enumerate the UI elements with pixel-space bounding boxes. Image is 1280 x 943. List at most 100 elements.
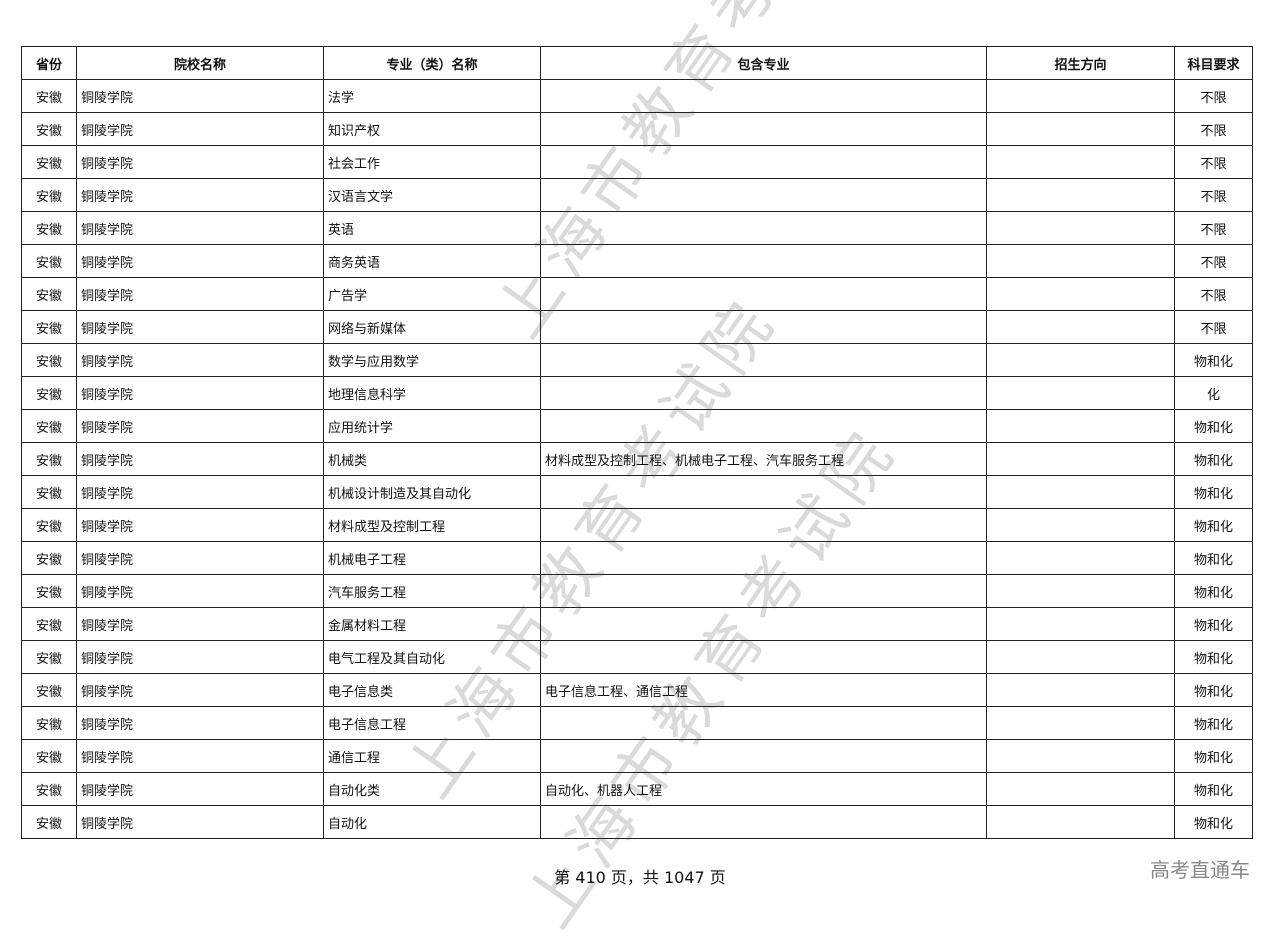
- table-cell: 铜陵学院: [76, 541, 324, 575]
- table-cell: 物和化: [1174, 772, 1253, 806]
- table-cell: 电子信息类: [323, 673, 541, 707]
- table-cell: 物和化: [1174, 640, 1253, 674]
- table-cell: 铜陵学院: [76, 343, 324, 377]
- table-row: 安徽 铜陵学院 广告学 不限: [21, 277, 1253, 311]
- table-cell: [986, 607, 1175, 641]
- table-cell: 安徽: [21, 673, 77, 707]
- table-cell: [986, 541, 1175, 575]
- table-cell: [986, 343, 1175, 377]
- table-cell: 铜陵学院: [76, 772, 324, 806]
- table-cell: 机械设计制造及其自动化: [323, 475, 541, 509]
- table-cell: 铜陵学院: [76, 277, 324, 311]
- table-row: 安徽 铜陵学院 材料成型及控制工程 物和化: [21, 508, 1253, 542]
- table-cell: 不限: [1174, 112, 1253, 146]
- table-cell: 物和化: [1174, 574, 1253, 608]
- table-cell: 机械电子工程: [323, 541, 541, 575]
- table-cell: 物和化: [1174, 805, 1253, 839]
- table-cell: 广告学: [323, 277, 541, 311]
- table-cell: [986, 772, 1175, 806]
- table-cell: 安徽: [21, 805, 77, 839]
- table-cell: 安徽: [21, 739, 77, 773]
- table-cell: 物和化: [1174, 739, 1253, 773]
- table-cell: [540, 112, 987, 146]
- table-cell: [540, 343, 987, 377]
- table-cell: 应用统计学: [323, 409, 541, 443]
- table-cell: 铜陵学院: [76, 475, 324, 509]
- table-cell: 铜陵学院: [76, 409, 324, 443]
- table-cell: 材料成型及控制工程、机械电子工程、汽车服务工程: [540, 442, 987, 476]
- table-row: 安徽 铜陵学院 通信工程 物和化: [21, 739, 1253, 773]
- table-cell: 社会工作: [323, 145, 541, 179]
- table-cell: 自动化、机器人工程: [540, 772, 987, 806]
- table-row: 安徽 铜陵学院 机械类 材料成型及控制工程、机械电子工程、汽车服务工程 物和化: [21, 442, 1253, 476]
- table-cell: 机械类: [323, 442, 541, 476]
- table-cell: [986, 475, 1175, 509]
- table-cell: 不限: [1174, 310, 1253, 344]
- column-header: 科目要求: [1174, 46, 1253, 80]
- table-cell: [540, 706, 987, 740]
- table-cell: 安徽: [21, 772, 77, 806]
- table-cell: 物和化: [1174, 706, 1253, 740]
- table-cell: 铜陵学院: [76, 244, 324, 278]
- table-cell: 知识产权: [323, 112, 541, 146]
- table-cell: 物和化: [1174, 442, 1253, 476]
- page-number: 第 410 页，共 1047 页: [554, 868, 726, 887]
- column-header: 院校名称: [76, 46, 324, 80]
- table-row: 安徽 铜陵学院 应用统计学 物和化: [21, 409, 1253, 443]
- table-cell: [986, 739, 1175, 773]
- table-cell: 不限: [1174, 244, 1253, 278]
- table-cell: 商务英语: [323, 244, 541, 278]
- table-cell: [986, 211, 1175, 245]
- table-header-row: 省份 院校名称 专业（类）名称 包含专业 招生方向 科目要求: [21, 46, 1253, 80]
- table-row: 安徽 铜陵学院 社会工作 不限: [21, 145, 1253, 179]
- table-row: 安徽 铜陵学院 法学 不限: [21, 79, 1253, 113]
- table-row: 安徽 铜陵学院 自动化 物和化: [21, 805, 1253, 839]
- table-cell: 安徽: [21, 475, 77, 509]
- column-header: 专业（类）名称: [323, 46, 541, 80]
- table-cell: 物和化: [1174, 541, 1253, 575]
- table-cell: 铜陵学院: [76, 79, 324, 113]
- table-cell: 铜陵学院: [76, 805, 324, 839]
- table-row: 安徽 铜陵学院 机械设计制造及其自动化 物和化: [21, 475, 1253, 509]
- table-cell: [986, 178, 1175, 212]
- table-cell: 材料成型及控制工程: [323, 508, 541, 542]
- table-cell: 电子信息工程、通信工程: [540, 673, 987, 707]
- table-cell: 自动化: [323, 805, 541, 839]
- table-cell: 不限: [1174, 211, 1253, 245]
- table-cell: 铜陵学院: [76, 376, 324, 410]
- table-cell: [986, 376, 1175, 410]
- table-row: 安徽 铜陵学院 数学与应用数学 物和化: [21, 343, 1253, 377]
- table-cell: 铜陵学院: [76, 310, 324, 344]
- table-cell: 地理信息科学: [323, 376, 541, 410]
- table-cell: 安徽: [21, 310, 77, 344]
- table-cell: 安徽: [21, 277, 77, 311]
- table-cell: [986, 442, 1175, 476]
- table-row: 安徽 铜陵学院 电子信息类 电子信息工程、通信工程 物和化: [21, 673, 1253, 707]
- table-cell: 物和化: [1174, 409, 1253, 443]
- column-header: 招生方向: [986, 46, 1175, 80]
- table-cell: 安徽: [21, 343, 77, 377]
- table-cell: 安徽: [21, 607, 77, 641]
- table-cell: [540, 145, 987, 179]
- table-row: 安徽 铜陵学院 英语 不限: [21, 211, 1253, 245]
- table-cell: [986, 277, 1175, 311]
- table-cell: 铜陵学院: [76, 739, 324, 773]
- table-cell: 安徽: [21, 640, 77, 674]
- table-row: 安徽 铜陵学院 网络与新媒体 不限: [21, 310, 1253, 344]
- table-cell: [540, 739, 987, 773]
- table-cell: [540, 607, 987, 641]
- corner-label: 高考直通车: [1150, 858, 1250, 882]
- table-cell: 自动化类: [323, 772, 541, 806]
- table-cell: 不限: [1174, 277, 1253, 311]
- table-cell: 数学与应用数学: [323, 343, 541, 377]
- table-cell: [986, 640, 1175, 674]
- table-cell: 铜陵学院: [76, 607, 324, 641]
- table-cell: 安徽: [21, 409, 77, 443]
- table-cell: 铜陵学院: [76, 574, 324, 608]
- table-cell: 物和化: [1174, 475, 1253, 509]
- column-header: 省份: [21, 46, 77, 80]
- table-cell: 汉语言文学: [323, 178, 541, 212]
- table-cell: [540, 310, 987, 344]
- table-cell: 物和化: [1174, 343, 1253, 377]
- table-cell: 不限: [1174, 178, 1253, 212]
